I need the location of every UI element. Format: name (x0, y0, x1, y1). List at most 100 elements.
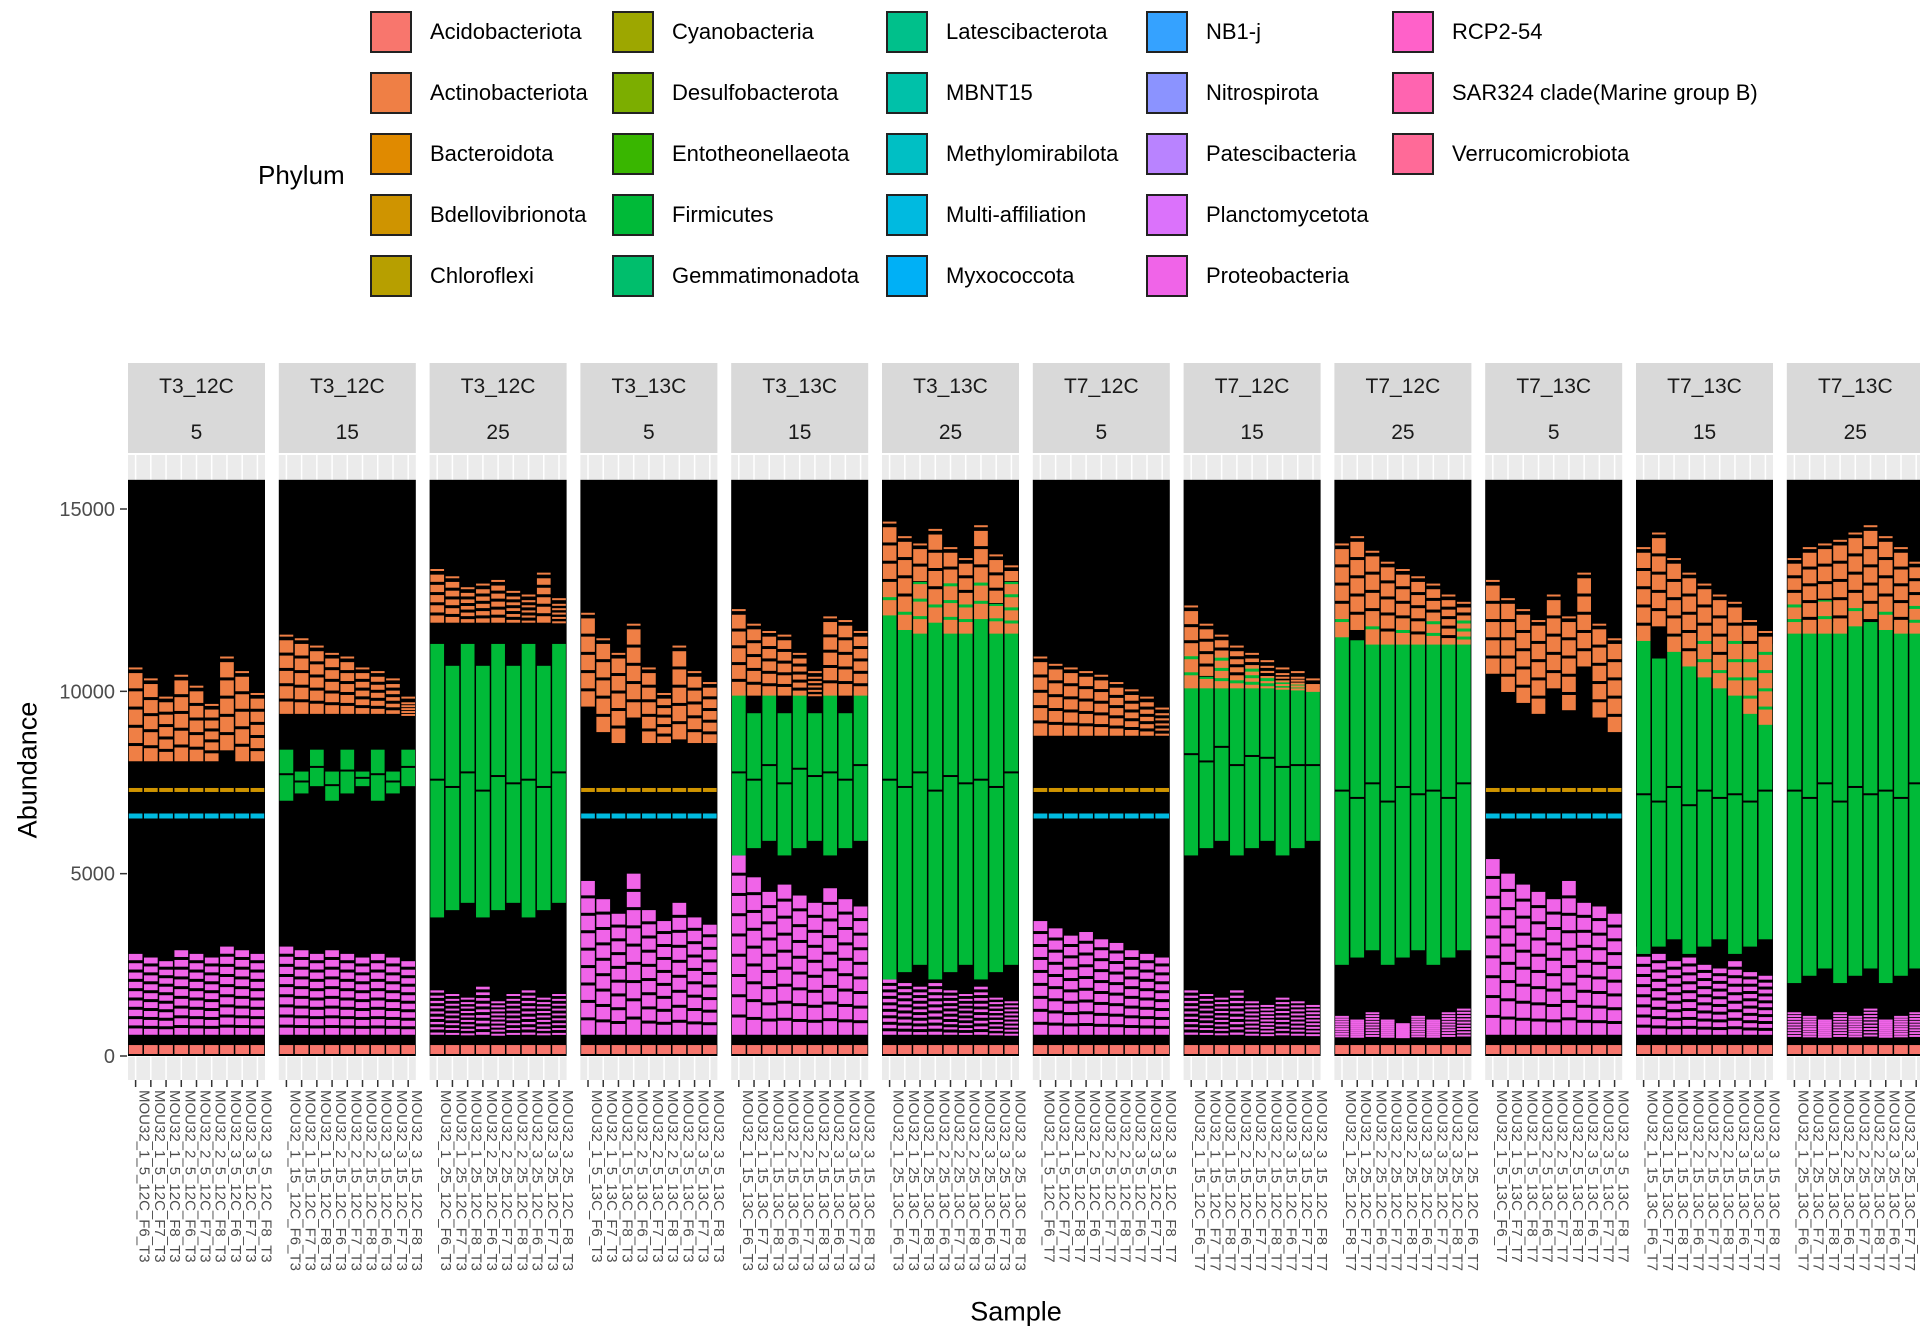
bar-segment (1818, 543, 1832, 546)
bar-segment (928, 1019, 943, 1023)
legend-label: MBNT15 (946, 80, 1033, 105)
x-tick-label: MOU32_2_25_12C_F8_T7 (1403, 1090, 1420, 1271)
bar-segment (340, 1028, 355, 1035)
bar-segment (1214, 747, 1229, 841)
bar-segment (521, 1000, 536, 1004)
bar-segment (882, 1045, 897, 1054)
bar-segment (1758, 975, 1773, 980)
bar-segment (1094, 703, 1109, 713)
bar-segment (823, 1021, 837, 1035)
bar-segment (1350, 640, 1365, 797)
bar-segment (445, 994, 460, 997)
bar-segment (1335, 1018, 1349, 1021)
bar-segment (642, 981, 656, 993)
bar-segment (1064, 969, 1078, 979)
bar-segment (1155, 733, 1170, 736)
bar-segment (159, 813, 173, 819)
bar-segment (1290, 684, 1305, 765)
bar-segment (521, 594, 536, 597)
bar-segment (1651, 981, 1666, 989)
legend-key (612, 11, 654, 53)
bar-segment (1184, 1000, 1199, 1004)
bar-segment (1411, 576, 1425, 579)
bar-segment (989, 621, 1004, 634)
bar-segment (1667, 558, 1681, 561)
bar-segment (1184, 611, 1199, 625)
bar-segment (460, 773, 475, 903)
bar-segment (1306, 1019, 1320, 1022)
bar-segment (1260, 686, 1275, 689)
bar-segment (747, 629, 761, 641)
bar-segment (189, 981, 204, 989)
bar-segment (491, 1009, 505, 1012)
bar-segment (1124, 950, 1139, 957)
bar-segment (838, 684, 853, 696)
bar-segment (204, 1045, 219, 1054)
bar-segment (476, 1003, 490, 1007)
bar-segment (476, 1015, 490, 1018)
bar-segment (1501, 928, 1515, 944)
bar-segment (1048, 724, 1063, 736)
bar-segment (1260, 1023, 1275, 1026)
bar-segment (1909, 1045, 1920, 1054)
bar-segment (1275, 767, 1290, 856)
bar-segment (792, 942, 807, 956)
bar-segment (401, 702, 416, 705)
bar-segment (1199, 629, 1214, 639)
bar-segment (386, 957, 400, 964)
bar-segment (1441, 798, 1456, 958)
bar-segment (491, 777, 505, 911)
facet-strip-label: T7_13C (1667, 375, 1742, 398)
x-tick-label: MOU32_2_25_12C_F8_T3 (513, 1090, 530, 1271)
bar-segment (1546, 636, 1561, 652)
bar-segment (401, 708, 416, 711)
bar-segment (1064, 712, 1078, 723)
bar-segment (672, 902, 687, 915)
legend-key (370, 72, 412, 114)
bar-segment (853, 630, 868, 633)
bar-segment (974, 1045, 988, 1054)
bar-segment (687, 671, 702, 674)
bar-segment (1396, 603, 1410, 616)
x-tick-label: MOU32_2_15_12C_F6_T3 (332, 1090, 349, 1271)
bar-segment (552, 1018, 566, 1021)
bar-segment (1199, 1032, 1214, 1035)
bar-segment (1894, 1028, 1908, 1031)
bar-segment (1335, 1020, 1349, 1023)
bar-segment (1909, 567, 1920, 579)
bar-segment (460, 619, 475, 623)
bar-segment (1380, 1021, 1395, 1024)
facet-strip-label: T3_13C (612, 375, 687, 398)
facet-strip-label: 5 (643, 421, 655, 444)
bar-segment (1426, 635, 1441, 645)
bar-segment (596, 929, 611, 943)
bar-segment (1335, 1045, 1349, 1054)
bar-segment (1411, 795, 1425, 951)
bar-segment (1109, 953, 1124, 962)
bar-segment (1697, 1013, 1712, 1019)
x-tick-label: MOU32_2_5_13C_F6_T3 (634, 1090, 651, 1263)
bar-segment (672, 1022, 687, 1035)
bar-segment (1033, 1024, 1048, 1035)
x-tick-label: MOU32_1_15_13C_F8_T7 (1674, 1090, 1691, 1271)
bar-segment (1909, 608, 1920, 620)
x-tick-label: MOU32_1_5_13C_F8_T7 (1523, 1090, 1540, 1263)
bar-segment (340, 972, 355, 979)
bar-segment (989, 554, 1004, 557)
bar-segment (1712, 1014, 1727, 1020)
legend-label: Multi-affiliation (946, 202, 1087, 227)
bar-segment (747, 657, 761, 668)
bar-segment (1396, 1024, 1410, 1027)
bar-segment (1140, 1045, 1154, 1054)
bar-segment (1033, 692, 1048, 706)
bar-segment (1245, 1013, 1259, 1016)
bar-segment (1275, 1033, 1290, 1036)
bar-segment (1863, 1024, 1878, 1027)
bar-segment (430, 643, 445, 779)
bar-segment (1909, 1026, 1920, 1029)
bar-segment (1290, 1029, 1305, 1032)
bar-segment (1728, 1012, 1742, 1018)
legend-label: Bdellovibrionota (430, 202, 587, 227)
bar-segment (355, 667, 370, 670)
bar-segment (1802, 1023, 1817, 1026)
